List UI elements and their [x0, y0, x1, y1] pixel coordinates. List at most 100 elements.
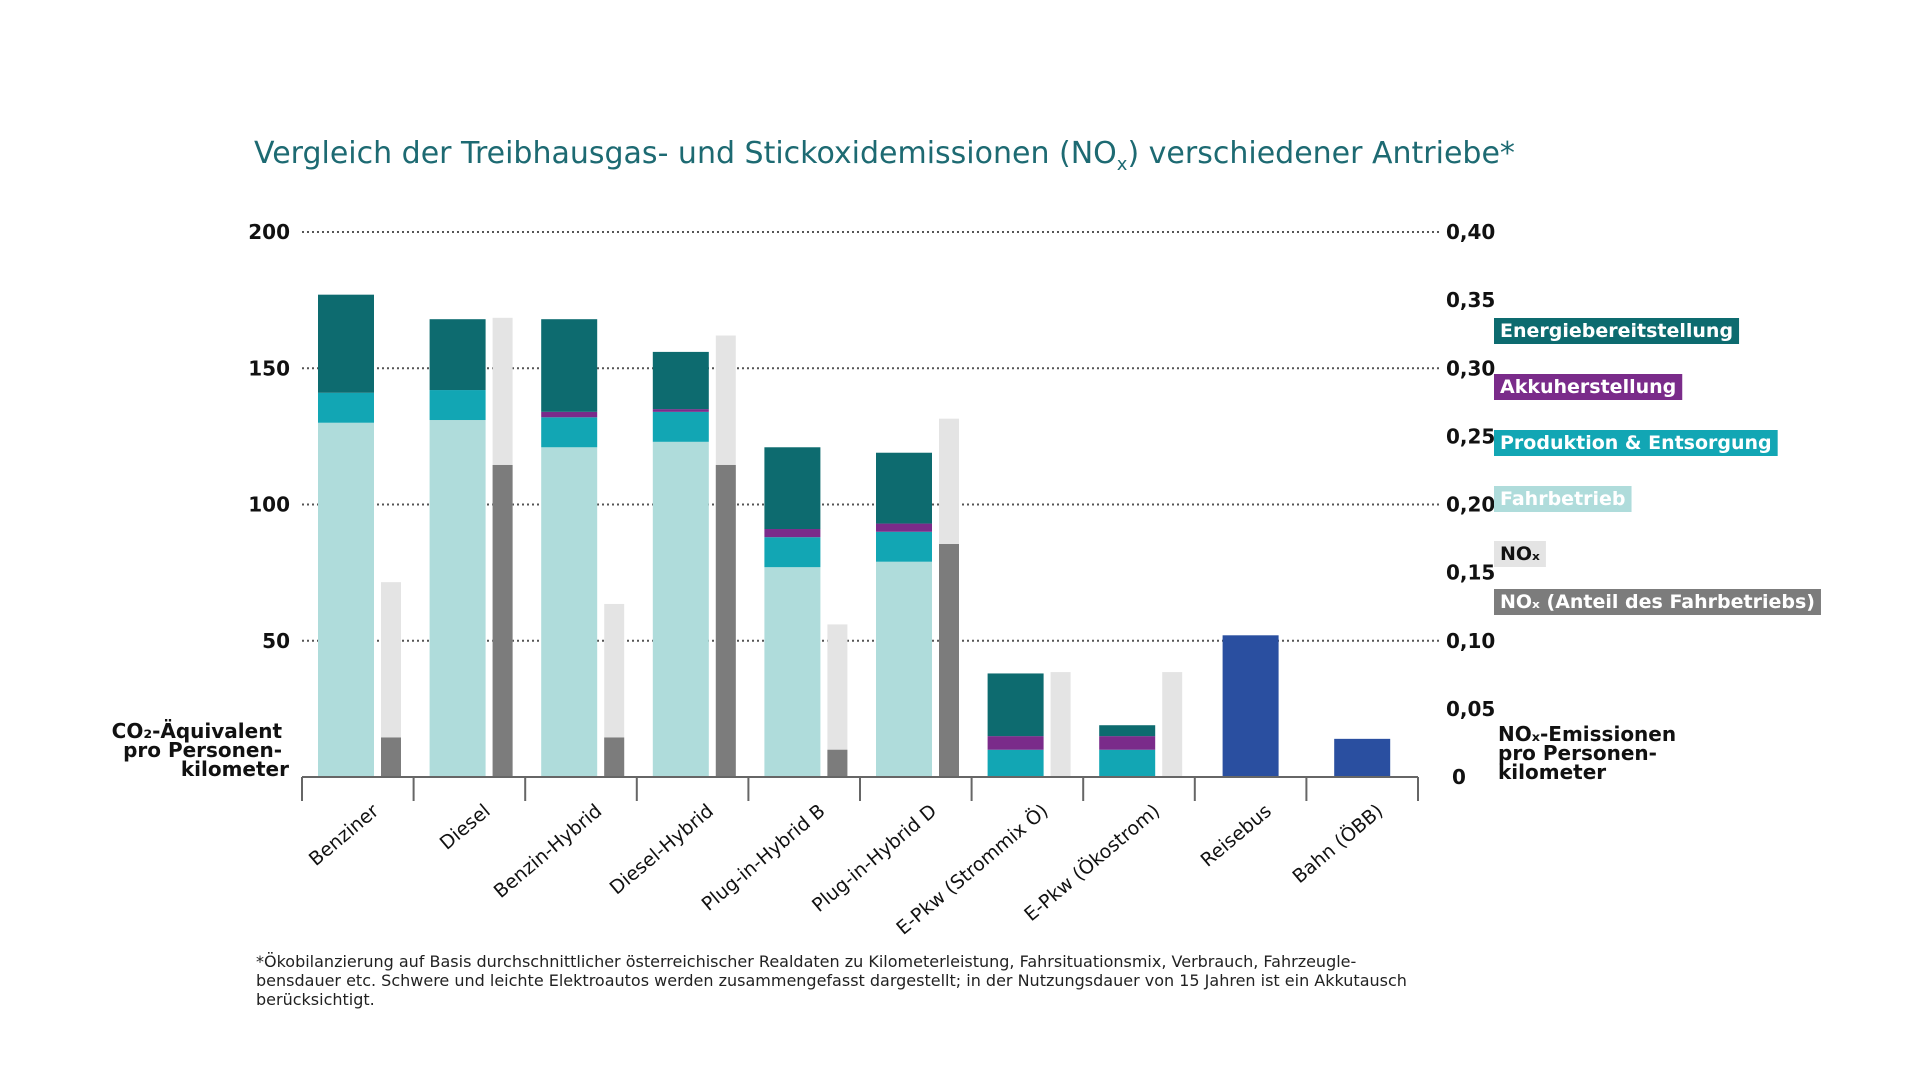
- co2-bar-segment: [876, 561, 932, 777]
- co2-bar-segment: [652, 411, 709, 442]
- legend-label: Energiebereitstellung: [1500, 320, 1733, 342]
- right-tick-label: 0,25: [1446, 424, 1495, 448]
- footnote-line: *Ökobilanzierung auf Basis durchschnittl…: [256, 952, 1356, 971]
- left-tick-label: 200: [248, 220, 290, 244]
- left-axis-label-line: CO₂-Äquivalent: [112, 719, 283, 743]
- nox-bar: [827, 749, 848, 777]
- co2-bar-segment: [764, 447, 821, 530]
- co2-bar-segment: [987, 673, 1044, 737]
- nox-bar: [939, 544, 959, 777]
- right-axis-label-line: kilometer: [1498, 760, 1606, 784]
- co2-bar-segment: [541, 411, 598, 418]
- co2-bar-segment: [318, 294, 374, 393]
- category-label: Benziner: [305, 800, 383, 871]
- legend-swatch: [1494, 486, 1632, 512]
- nox-bar: [715, 464, 736, 777]
- right-axis-label: NOₓ-Emissionen pro Personen- kilometer: [1498, 722, 1683, 784]
- co2-bar-segment: [764, 529, 821, 538]
- left-axis-label-line: kilometer: [181, 757, 289, 781]
- co2-bar-segment: [987, 736, 1044, 750]
- chart-title-end: ) verschiedener Antriebe*: [1127, 136, 1514, 171]
- left-tick-label: 50: [262, 629, 290, 653]
- right-tick-label: 0: [1452, 765, 1466, 789]
- legend-item: NOₓ (Anteil des Fahrbetriebs): [1494, 589, 1821, 615]
- right-axis-label-line: NOₓ-Emissionen: [1498, 722, 1676, 746]
- co2-bar-segment: [764, 567, 821, 777]
- legend-item: Fahrbetrieb: [1494, 486, 1632, 512]
- co2-bar-segment: [1099, 736, 1156, 750]
- footnote-line: berücksichtigt.: [256, 990, 375, 1009]
- co2-bar-segment: [541, 319, 598, 412]
- category-label: Benzin-Hybrid: [490, 800, 607, 903]
- right-tick-label: 0,10: [1446, 629, 1495, 653]
- co2-bar-segment: [876, 531, 932, 562]
- legend-swatch: [1494, 374, 1683, 400]
- left-tick-label: 100: [248, 493, 290, 517]
- right-axis-ticks: 0 0,05 0,10 0,15 0,20 0,25 0,30 0,35 0,40: [1446, 220, 1495, 789]
- footnote: *Ökobilanzierung auf Basis durchschnittl…: [256, 952, 1412, 1009]
- category-label: Bahn (ÖBB): [1288, 799, 1388, 888]
- legend-item: NOₓ: [1494, 541, 1546, 567]
- legend-swatch: [1494, 430, 1778, 456]
- legend-swatch: [1494, 541, 1546, 567]
- category-label: Diesel-Hybrid: [606, 800, 718, 899]
- nox-bar: [604, 737, 625, 777]
- left-tick-label: 150: [248, 356, 290, 380]
- legend-item: Akkuherstellung: [1494, 374, 1683, 400]
- legend-label: Produktion & Entsorgung: [1500, 432, 1772, 454]
- legend-label: Akkuherstellung: [1500, 376, 1676, 398]
- nox-bar: [604, 603, 625, 777]
- nox-bar: [381, 582, 401, 777]
- co2-bar-segment: [876, 452, 932, 524]
- right-tick-label: 0,05: [1446, 697, 1495, 721]
- co2-bar-segment: [1334, 738, 1391, 777]
- co2-bar-segment: [876, 523, 932, 532]
- legend-label: Fahrbetrieb: [1500, 488, 1626, 510]
- left-axis-label-line: pro Personen-: [123, 738, 282, 762]
- footnote-line: bensdauer etc. Schwere und leichte Elekt…: [256, 971, 1407, 990]
- right-tick-label: 0,30: [1446, 356, 1495, 380]
- left-axis-ticks: 50 100 150 200: [248, 220, 290, 653]
- co2-bar-segment: [652, 441, 709, 777]
- left-axis-label: CO₂-Äquivalent pro Personen- kilometer: [112, 719, 289, 781]
- co2-bar-segment: [1222, 635, 1279, 777]
- legend-swatch: [1494, 318, 1740, 344]
- co2-bar-segment: [1099, 749, 1156, 777]
- right-axis-label-line: pro Personen-: [1498, 741, 1657, 765]
- co2-bar-segment: [987, 749, 1044, 777]
- legend: Energiebereitstellung Akkuherstellung Prod…: [1494, 318, 1821, 615]
- co2-bar-segment: [541, 417, 598, 448]
- co2-bar-segment: [318, 422, 374, 777]
- co2-bar-segment: [429, 319, 486, 391]
- legend-swatch: [1494, 589, 1821, 615]
- legend-label: NOₓ: [1500, 543, 1540, 565]
- x-axis: [301, 776, 1419, 801]
- category-label: Reisebus: [1197, 800, 1276, 871]
- nox-bar: [492, 464, 513, 777]
- co2-bar-segment: [764, 537, 821, 568]
- co2-bar-segment: [429, 420, 486, 777]
- chart-title: Vergleich der Treibhausgas- und Stickoxi…: [254, 136, 1515, 175]
- category-label: Diesel: [436, 800, 495, 854]
- right-tick-label: 0,35: [1446, 288, 1495, 312]
- legend-label: NOₓ (Anteil des Fahrbetriebs): [1500, 591, 1815, 613]
- co2-bar-segment: [429, 390, 486, 421]
- chart-title-main: Vergleich der Treibhausgas- und Stickoxi…: [254, 136, 1117, 171]
- co2-bar-segment: [1099, 725, 1156, 737]
- co2-bar-segment: [541, 447, 598, 777]
- nox-bar: [1162, 672, 1183, 777]
- chart-title-subscript: x: [1117, 154, 1128, 175]
- legend-item: Energiebereitstellung: [1494, 318, 1740, 344]
- nox-bar: [827, 624, 848, 777]
- co2-bar-segment: [652, 351, 709, 410]
- co2-bar-segment: [318, 392, 374, 423]
- nox-bar: [1050, 672, 1071, 777]
- nox-bar: [381, 737, 401, 777]
- bars: [318, 294, 1391, 777]
- right-tick-label: 0,40: [1446, 220, 1495, 244]
- right-tick-label: 0,20: [1446, 493, 1495, 517]
- right-tick-label: 0,15: [1446, 561, 1495, 585]
- co2-bar-segment: [652, 409, 709, 412]
